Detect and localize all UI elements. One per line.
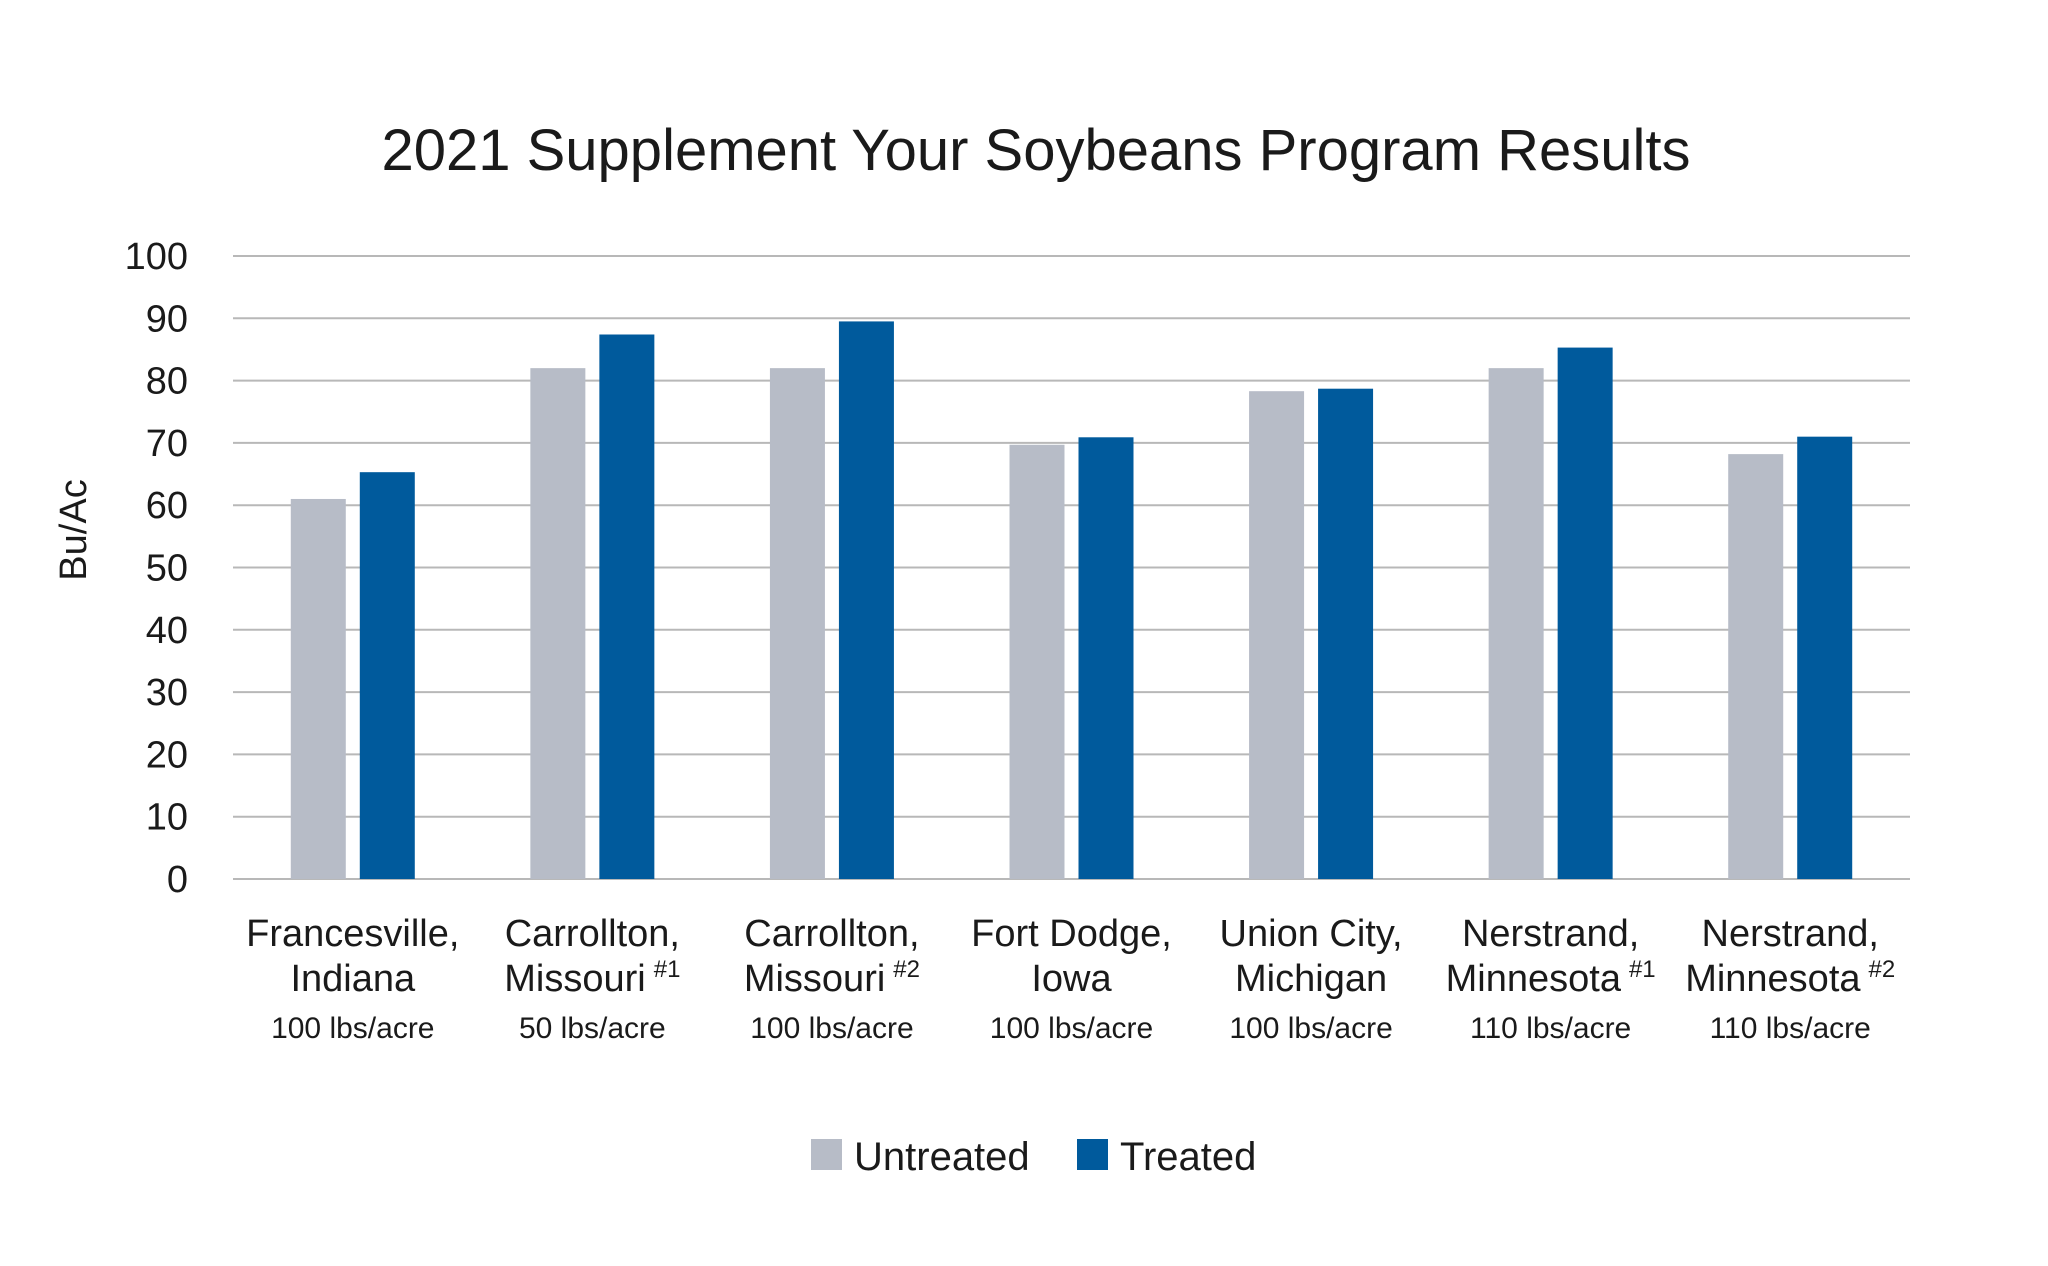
bar-treated bbox=[1797, 436, 1853, 879]
x-label-rate: 110 lbs/acre bbox=[1470, 1012, 1631, 1045]
x-label-line2-text: Indiana bbox=[290, 958, 416, 1000]
x-label-line1: Union City, bbox=[1220, 913, 1403, 955]
x-label-rate: 100 lbs/acre bbox=[271, 1012, 434, 1045]
x-label-line2: Minnesota #2 bbox=[1685, 956, 1895, 1000]
x-label-rate: 100 lbs/acre bbox=[1229, 1012, 1392, 1045]
x-label-rate: 110 lbs/acre bbox=[1710, 1012, 1871, 1045]
y-tick-label: 50 bbox=[146, 548, 188, 590]
x-label-line2-text: Missouri bbox=[504, 958, 645, 1000]
x-label-line2: Indiana bbox=[290, 958, 416, 1000]
bar-treated bbox=[1078, 437, 1134, 879]
legend-label-untreated: Untreated bbox=[854, 1135, 1030, 1179]
bar-treated bbox=[359, 472, 415, 879]
x-label-mark: #2 bbox=[1869, 956, 1896, 983]
legend: Untreated Treated bbox=[811, 1135, 1256, 1179]
x-label-line2: Michigan bbox=[1235, 958, 1387, 1000]
x-label-line1: Francesville, bbox=[246, 913, 459, 955]
x-label-line1: Fort Dodge, bbox=[971, 913, 1172, 955]
x-label-rate: 50 lbs/acre bbox=[519, 1012, 666, 1045]
y-tick-label: 40 bbox=[146, 610, 188, 652]
x-label-line2-text: Minnesota bbox=[1685, 958, 1861, 1000]
y-tick-label: 30 bbox=[146, 672, 188, 714]
x-label-line2-text: Missouri bbox=[744, 958, 885, 1000]
x-label-line1: Carrollton, bbox=[744, 913, 919, 955]
y-tick-label: 70 bbox=[146, 423, 188, 465]
legend-swatch-treated bbox=[1077, 1139, 1108, 1170]
x-label-rate: 100 lbs/acre bbox=[990, 1012, 1153, 1045]
x-label-rate: 100 lbs/acre bbox=[750, 1012, 913, 1045]
x-label-mark: #1 bbox=[1629, 956, 1656, 983]
bar-untreated bbox=[769, 368, 825, 879]
chart-title: 2021 Supplement Your Soybeans Program Re… bbox=[381, 118, 1690, 183]
bar-untreated bbox=[290, 498, 346, 879]
y-axis-label: Bu/Ac bbox=[53, 479, 95, 580]
x-label-line2-text: Iowa bbox=[1031, 958, 1112, 1000]
x-label-line2-text: Michigan bbox=[1235, 958, 1387, 1000]
y-tick-label: 0 bbox=[167, 859, 188, 901]
x-tick-labels: Francesville,Indiana 100 lbs/acre Carrollt… bbox=[246, 913, 1895, 1045]
bar-untreated bbox=[530, 368, 586, 879]
y-tick-label: 90 bbox=[146, 298, 188, 340]
legend-swatch-untreated bbox=[811, 1139, 842, 1170]
gridlines bbox=[233, 255, 1910, 880]
x-label-mark: #1 bbox=[654, 956, 681, 983]
y-tick-labels: 0 10 20 30 40 50 60 70 80 90 100 bbox=[125, 236, 188, 901]
x-label-line2: Minnesota #1 bbox=[1446, 956, 1656, 1000]
y-tick-label: 20 bbox=[146, 734, 188, 776]
y-tick-label: 100 bbox=[125, 236, 188, 278]
y-tick-label: 60 bbox=[146, 485, 188, 527]
bar-untreated bbox=[1009, 444, 1065, 879]
bars bbox=[290, 321, 1853, 879]
x-label-line2-text: Minnesota bbox=[1446, 958, 1622, 1000]
x-label-line1: Carrollton, bbox=[505, 913, 680, 955]
bar-treated bbox=[1318, 388, 1374, 879]
y-tick-label: 80 bbox=[146, 361, 188, 403]
x-label-mark: #2 bbox=[893, 956, 920, 983]
bar-untreated bbox=[1728, 454, 1784, 879]
x-label-line1: Nerstrand, bbox=[1702, 913, 1879, 955]
y-tick-label: 10 bbox=[146, 797, 188, 839]
bar-treated bbox=[838, 321, 894, 879]
bar-treated bbox=[1557, 347, 1613, 879]
x-label-line2: Missouri #2 bbox=[744, 956, 920, 1000]
x-label-line1: Nerstrand, bbox=[1462, 913, 1639, 955]
x-label-line2: Missouri #1 bbox=[504, 956, 680, 1000]
legend-label-treated: Treated bbox=[1120, 1135, 1256, 1179]
x-label-line2: Iowa bbox=[1031, 958, 1112, 1000]
bar-untreated bbox=[1488, 368, 1544, 879]
bar-untreated bbox=[1249, 391, 1305, 879]
bar-treated bbox=[599, 334, 655, 879]
